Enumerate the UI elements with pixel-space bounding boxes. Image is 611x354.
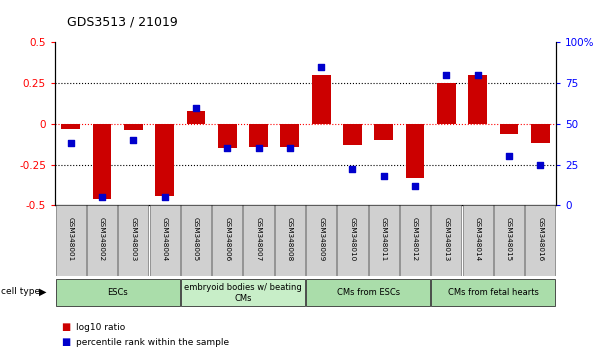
Point <box>254 145 263 151</box>
Point <box>442 72 452 78</box>
Text: ■: ■ <box>61 322 70 332</box>
Point <box>316 64 326 70</box>
Bar <box>155 124 174 195</box>
Point <box>159 194 169 200</box>
Bar <box>218 124 236 148</box>
FancyBboxPatch shape <box>119 205 148 276</box>
Bar <box>375 124 393 140</box>
FancyBboxPatch shape <box>337 205 367 276</box>
FancyBboxPatch shape <box>56 205 86 276</box>
FancyBboxPatch shape <box>494 205 524 276</box>
Point <box>128 137 138 143</box>
Text: GSM348015: GSM348015 <box>506 217 512 261</box>
Text: CMs from ESCs: CMs from ESCs <box>337 289 400 297</box>
Text: GSM348013: GSM348013 <box>444 217 450 261</box>
Point <box>222 145 232 151</box>
Bar <box>500 124 518 134</box>
Bar <box>406 124 425 178</box>
Text: embryoid bodies w/ beating
CMs: embryoid bodies w/ beating CMs <box>184 283 302 303</box>
Text: GSM348003: GSM348003 <box>130 217 136 261</box>
Point <box>473 72 483 78</box>
Point <box>535 162 545 167</box>
FancyBboxPatch shape <box>87 205 117 276</box>
Text: GSM348012: GSM348012 <box>412 217 418 261</box>
Text: ■: ■ <box>61 337 70 347</box>
FancyBboxPatch shape <box>463 205 492 276</box>
FancyBboxPatch shape <box>212 205 242 276</box>
Bar <box>437 83 456 124</box>
Point <box>285 145 295 151</box>
FancyBboxPatch shape <box>56 279 180 307</box>
Bar <box>280 124 299 147</box>
Point <box>410 183 420 189</box>
Text: GSM348011: GSM348011 <box>381 217 387 261</box>
Text: GSM348009: GSM348009 <box>318 217 324 261</box>
Text: ESCs: ESCs <box>108 289 128 297</box>
Bar <box>61 124 80 129</box>
Point <box>97 194 107 200</box>
Bar <box>343 124 362 145</box>
Text: CMs from fetal hearts: CMs from fetal hearts <box>448 289 539 297</box>
Bar <box>531 124 550 143</box>
Point <box>379 173 389 179</box>
FancyBboxPatch shape <box>306 279 430 307</box>
Bar <box>93 124 111 199</box>
Text: GSM348005: GSM348005 <box>193 217 199 261</box>
Point <box>504 154 514 159</box>
Text: GSM348004: GSM348004 <box>161 217 167 261</box>
Text: GSM348006: GSM348006 <box>224 217 230 261</box>
Text: cell type: cell type <box>1 287 40 296</box>
Point <box>191 105 201 110</box>
Text: percentile rank within the sample: percentile rank within the sample <box>76 338 230 347</box>
FancyBboxPatch shape <box>369 205 399 276</box>
Bar <box>469 75 487 124</box>
FancyBboxPatch shape <box>244 205 274 276</box>
FancyBboxPatch shape <box>431 279 555 307</box>
Text: GDS3513 / 21019: GDS3513 / 21019 <box>67 15 178 28</box>
Text: GSM348016: GSM348016 <box>537 217 543 261</box>
Point <box>348 167 357 172</box>
FancyBboxPatch shape <box>181 279 305 307</box>
FancyBboxPatch shape <box>525 205 555 276</box>
Text: GSM348007: GSM348007 <box>255 217 262 261</box>
FancyBboxPatch shape <box>181 205 211 276</box>
Text: ▶: ▶ <box>38 286 46 296</box>
Text: GSM348014: GSM348014 <box>475 217 481 261</box>
Text: GSM348002: GSM348002 <box>99 217 105 261</box>
Text: GSM348010: GSM348010 <box>349 217 356 261</box>
Bar <box>249 124 268 147</box>
FancyBboxPatch shape <box>431 205 461 276</box>
Bar <box>186 111 205 124</box>
Text: GSM348008: GSM348008 <box>287 217 293 261</box>
Text: log10 ratio: log10 ratio <box>76 323 126 332</box>
FancyBboxPatch shape <box>306 205 336 276</box>
FancyBboxPatch shape <box>150 205 180 276</box>
Bar <box>124 124 143 130</box>
FancyBboxPatch shape <box>275 205 305 276</box>
Point <box>66 141 76 146</box>
Text: GSM348001: GSM348001 <box>68 217 74 261</box>
FancyBboxPatch shape <box>400 205 430 276</box>
Bar <box>312 75 331 124</box>
